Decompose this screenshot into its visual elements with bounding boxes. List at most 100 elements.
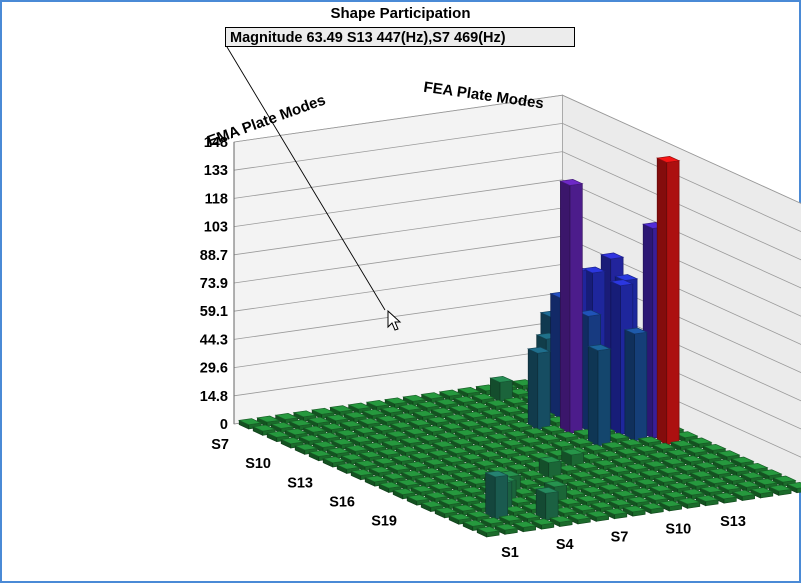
floor-cell bbox=[274, 413, 299, 420]
floor-cell bbox=[348, 435, 374, 443]
floor-cell bbox=[657, 467, 682, 474]
floor-cell bbox=[407, 419, 433, 426]
bar bbox=[489, 375, 514, 383]
bar bbox=[581, 266, 607, 274]
floor-cell bbox=[399, 437, 424, 444]
bar bbox=[534, 487, 560, 494]
floor-cell bbox=[671, 473, 696, 481]
floor-cell bbox=[391, 488, 417, 495]
floor-cell bbox=[324, 414, 350, 422]
floor-cell bbox=[371, 424, 396, 432]
floor-cell bbox=[436, 465, 462, 472]
floor-cell bbox=[602, 474, 627, 482]
bar-side bbox=[550, 293, 561, 419]
floor-cell bbox=[721, 474, 747, 482]
floor-cell bbox=[441, 456, 466, 463]
floor-cell bbox=[438, 389, 464, 397]
col-tick-label: S1 bbox=[501, 545, 519, 561]
floor-cell bbox=[554, 431, 580, 439]
floor-cell bbox=[634, 478, 660, 486]
floor-cell bbox=[279, 437, 305, 445]
bar bbox=[537, 456, 563, 464]
floor-cell bbox=[334, 429, 360, 437]
floor-cell bbox=[467, 435, 493, 443]
floor-cell bbox=[358, 451, 383, 458]
floor-cell bbox=[669, 440, 695, 447]
wall-gridline bbox=[233, 179, 801, 289]
col-tick-label: S7 bbox=[611, 529, 629, 545]
floor-cell bbox=[571, 504, 596, 512]
floor-cell bbox=[514, 445, 539, 453]
floor-cell bbox=[447, 513, 473, 521]
floor-cell bbox=[585, 510, 610, 518]
cursor-icon bbox=[387, 309, 402, 331]
floor-cell bbox=[403, 428, 428, 435]
floor-cell bbox=[405, 494, 431, 502]
z-tick-label-left: 0 bbox=[220, 417, 228, 433]
floor-cell bbox=[368, 466, 393, 474]
floor-cell bbox=[400, 470, 425, 478]
bar bbox=[526, 346, 552, 354]
floor-cell bbox=[596, 450, 622, 458]
bar bbox=[577, 309, 602, 317]
floor-cell bbox=[480, 517, 505, 525]
floor-cell bbox=[679, 455, 705, 463]
floor-cell bbox=[453, 429, 479, 437]
z-tick-label-left: 148 bbox=[204, 135, 228, 151]
bar bbox=[613, 274, 639, 281]
floor-cell bbox=[786, 482, 801, 489]
floor-cell bbox=[420, 392, 445, 400]
floor-cell bbox=[343, 411, 368, 419]
floor-cell bbox=[431, 440, 456, 448]
bar bbox=[623, 327, 649, 335]
floor-cell bbox=[612, 490, 637, 497]
floor-cell bbox=[731, 489, 756, 497]
col-tick-label: S4 bbox=[556, 537, 574, 553]
floor-cell bbox=[428, 482, 453, 490]
row-tick-label: S19 bbox=[371, 513, 397, 529]
floor-cell bbox=[694, 495, 720, 502]
floor-cell bbox=[402, 394, 427, 402]
floor-cell bbox=[484, 399, 510, 407]
floor-cell bbox=[417, 434, 442, 442]
floor-cell bbox=[288, 419, 313, 427]
floor-cell bbox=[505, 463, 531, 471]
bar bbox=[484, 470, 509, 478]
floor-cell bbox=[511, 487, 536, 495]
floor-cell bbox=[362, 442, 388, 450]
floor-cell bbox=[578, 453, 604, 460]
floor-cell bbox=[506, 496, 532, 504]
floor-cell bbox=[330, 438, 355, 446]
floor-cell bbox=[390, 454, 416, 462]
z-tick-label-left: 133 bbox=[204, 163, 228, 179]
floor-cell bbox=[522, 427, 548, 435]
bar-front bbox=[537, 351, 551, 430]
floor-cell bbox=[256, 415, 281, 423]
floor-cell bbox=[434, 398, 459, 406]
floor-cell bbox=[389, 421, 414, 429]
floor-cell bbox=[598, 483, 623, 491]
floor-cell bbox=[473, 459, 498, 467]
bar-front bbox=[597, 348, 611, 447]
bar bbox=[655, 156, 681, 163]
floor-cell bbox=[393, 412, 419, 420]
floor-cell bbox=[452, 396, 478, 403]
floor-cell bbox=[432, 473, 458, 481]
floor-cell bbox=[363, 475, 389, 483]
bar-side bbox=[588, 345, 599, 447]
wall-gridline bbox=[233, 122, 801, 233]
col-tick-label: S13 bbox=[720, 514, 746, 530]
z-tick-label-left: 29.6 bbox=[200, 361, 228, 377]
floor-cell bbox=[312, 441, 337, 448]
floor-cell bbox=[593, 492, 619, 500]
floor-cell bbox=[502, 505, 528, 513]
floor-cell bbox=[515, 478, 540, 486]
floor-cell bbox=[251, 424, 277, 432]
floor-cell bbox=[335, 462, 361, 470]
floor-cell bbox=[758, 469, 783, 477]
floor-cell bbox=[699, 486, 724, 493]
floor-cell bbox=[372, 457, 397, 465]
floor-cell bbox=[716, 450, 741, 458]
floor-cell bbox=[500, 439, 525, 447]
